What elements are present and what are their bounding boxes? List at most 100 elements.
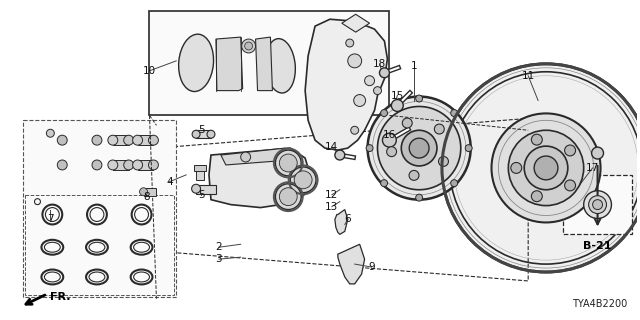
Bar [22,120,176,297]
Circle shape [409,138,429,158]
Text: 15: 15 [390,91,404,100]
Circle shape [511,163,522,173]
Ellipse shape [179,34,214,92]
Text: 18: 18 [373,59,386,69]
Polygon shape [113,160,129,170]
Polygon shape [138,160,154,170]
Text: 17: 17 [586,163,599,173]
Circle shape [403,118,412,128]
Polygon shape [196,130,211,138]
Text: 14: 14 [325,142,339,152]
Text: 8: 8 [143,192,150,202]
Text: 16: 16 [383,130,396,140]
Circle shape [124,160,134,170]
Circle shape [58,135,67,145]
Circle shape [244,42,253,50]
Circle shape [366,145,373,152]
Text: 7: 7 [47,214,54,224]
Circle shape [415,95,422,102]
Circle shape [593,200,602,210]
Circle shape [435,124,444,134]
Circle shape [409,171,419,180]
Circle shape [392,100,403,111]
Circle shape [367,97,470,200]
Polygon shape [209,148,310,208]
Text: 9: 9 [368,262,375,272]
Polygon shape [221,148,291,165]
Circle shape [564,180,575,191]
Text: 5: 5 [198,190,204,200]
Circle shape [381,180,388,187]
Bar [150,11,389,116]
Circle shape [148,160,159,170]
Circle shape [346,39,354,47]
Polygon shape [143,188,156,196]
Circle shape [451,109,458,116]
Circle shape [46,129,54,137]
Text: 6: 6 [344,214,351,224]
Polygon shape [138,135,154,145]
Circle shape [124,135,134,145]
Polygon shape [342,14,369,32]
Circle shape [242,39,255,53]
Circle shape [492,113,600,222]
Circle shape [383,133,396,147]
Text: 10: 10 [143,66,156,76]
Circle shape [279,188,297,206]
Circle shape [291,167,316,193]
Circle shape [279,154,297,172]
Circle shape [531,191,542,202]
Ellipse shape [266,39,295,93]
Polygon shape [338,244,365,284]
Polygon shape [196,185,216,194]
Circle shape [108,135,118,145]
Circle shape [564,145,575,156]
Circle shape [348,54,362,68]
Circle shape [140,188,147,196]
Text: FR.: FR. [51,292,71,302]
Text: 13: 13 [325,202,339,212]
Circle shape [465,145,472,152]
Text: 11: 11 [522,71,535,81]
Polygon shape [113,135,129,145]
Circle shape [192,130,200,138]
Circle shape [442,64,640,272]
Circle shape [381,109,388,116]
Circle shape [241,152,251,162]
Polygon shape [196,165,204,180]
Circle shape [92,160,102,170]
Circle shape [354,95,365,107]
Circle shape [524,146,568,190]
Polygon shape [216,37,243,91]
Circle shape [207,130,215,138]
Circle shape [591,147,604,159]
Text: TYA4B2200: TYA4B2200 [572,299,627,309]
Text: 4: 4 [166,177,173,187]
Circle shape [374,87,381,95]
Bar [24,195,174,295]
Polygon shape [335,210,348,234]
Circle shape [378,107,461,190]
Circle shape [387,147,397,156]
Circle shape [92,135,102,145]
Circle shape [589,196,607,213]
Circle shape [351,126,358,134]
Circle shape [508,130,584,206]
Circle shape [108,160,118,170]
Circle shape [584,191,611,219]
Circle shape [294,171,312,189]
Polygon shape [305,19,387,150]
Text: 12: 12 [325,190,339,200]
Circle shape [531,134,542,145]
Circle shape [58,160,67,170]
Circle shape [132,160,143,170]
Circle shape [191,184,200,193]
Circle shape [415,194,422,201]
Circle shape [401,130,437,166]
Circle shape [534,156,558,180]
Circle shape [365,76,374,86]
Circle shape [380,68,389,78]
Circle shape [275,184,301,210]
Text: 3: 3 [216,254,222,264]
Circle shape [148,135,159,145]
